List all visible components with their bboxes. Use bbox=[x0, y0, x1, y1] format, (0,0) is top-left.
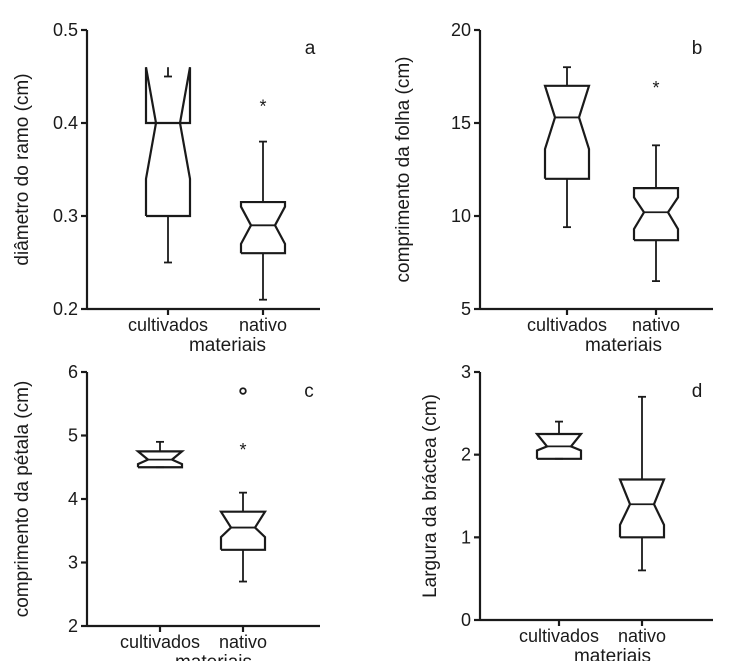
y-tick-label: 5 bbox=[68, 426, 78, 446]
outlier-star: * bbox=[239, 440, 246, 460]
box-nativo: * bbox=[239, 96, 287, 301]
panel-label: b bbox=[692, 38, 703, 59]
y-tick-label: 0.4 bbox=[53, 113, 78, 133]
y-tick-label: 20 bbox=[451, 20, 471, 40]
x-axis-label: materiais bbox=[585, 335, 662, 356]
outlier-star: * bbox=[652, 78, 659, 98]
y-tick-label: 0.5 bbox=[53, 20, 78, 40]
y-axis-label: comprimento da pétala (cm) bbox=[12, 381, 33, 618]
outlier-circle bbox=[239, 387, 247, 395]
x-axis-label: materiais bbox=[175, 652, 252, 661]
x-tick-label: nativo bbox=[239, 315, 287, 335]
y-tick-label: 0 bbox=[461, 610, 471, 630]
notched-box bbox=[144, 67, 192, 218]
y-tick-label: 10 bbox=[451, 206, 471, 226]
x-axis-label: materiais bbox=[574, 646, 651, 661]
notched-box bbox=[239, 200, 287, 255]
y-tick-label: 3 bbox=[68, 553, 78, 573]
y-axis-label: Largura da bráctea (cm) bbox=[420, 394, 441, 598]
y-tick-label: 5 bbox=[461, 299, 471, 319]
y-axis-label: diâmetro do ramo (cm) bbox=[12, 73, 33, 265]
y-tick-label: 2 bbox=[68, 616, 78, 636]
y-tick-label: 2 bbox=[461, 445, 471, 465]
notched-box bbox=[543, 84, 591, 180]
box-nativo: * bbox=[632, 78, 680, 283]
x-tick-label: cultivados bbox=[128, 315, 208, 335]
notched-box bbox=[534, 432, 584, 460]
x-tick-label: cultivados bbox=[120, 632, 200, 652]
y-tick-label: 4 bbox=[68, 489, 78, 509]
panel-label: d bbox=[692, 381, 703, 402]
box-cultivados bbox=[134, 440, 186, 469]
panel-label: c bbox=[304, 381, 314, 402]
outlier-star: * bbox=[259, 96, 266, 116]
y-tick-label: 6 bbox=[68, 362, 78, 382]
y-tick-label: 0.2 bbox=[53, 299, 78, 319]
panel-label: a bbox=[305, 38, 316, 59]
box-cultivados bbox=[534, 420, 584, 460]
y-tick-label: 15 bbox=[451, 113, 471, 133]
x-axis-label: materiais bbox=[189, 335, 266, 356]
x-tick-label: nativo bbox=[219, 632, 267, 652]
y-tick-label: 1 bbox=[461, 527, 471, 547]
x-tick-label: cultivados bbox=[519, 626, 599, 646]
notched-box bbox=[134, 450, 186, 469]
box-nativo: * bbox=[219, 387, 267, 583]
x-tick-label: cultivados bbox=[527, 315, 607, 335]
x-tick-label: nativo bbox=[632, 315, 680, 335]
x-tick-label: nativo bbox=[618, 626, 666, 646]
box-nativo bbox=[618, 395, 666, 572]
box-cultivados bbox=[543, 66, 591, 229]
y-tick-label: 3 bbox=[461, 362, 471, 382]
notched-box bbox=[618, 478, 666, 539]
box-cultivados bbox=[144, 67, 192, 264]
notched-box bbox=[632, 187, 680, 242]
y-tick-label: 0.3 bbox=[53, 206, 78, 226]
y-axis-label: comprimento da folha (cm) bbox=[393, 57, 414, 283]
notched-box bbox=[219, 510, 267, 551]
